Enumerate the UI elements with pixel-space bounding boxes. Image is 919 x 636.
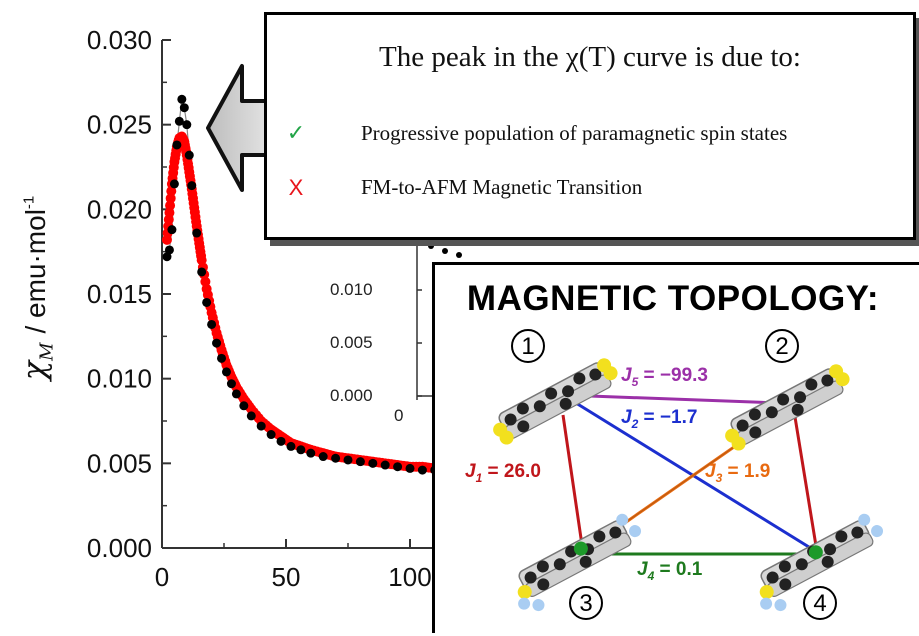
data-point-black xyxy=(405,463,415,473)
molecule-2 xyxy=(725,364,850,451)
data-point-black xyxy=(212,338,222,348)
data-point-black xyxy=(296,445,306,455)
data-point-black xyxy=(164,245,174,255)
y-axis-label: χM / emu·mol-1 xyxy=(15,195,58,381)
data-point-black xyxy=(286,441,296,451)
coupling-line-j2 xyxy=(562,393,818,554)
data-point-black xyxy=(182,120,192,130)
reason-text: Progressive population of paramagnetic s… xyxy=(361,121,788,145)
coupling-line-j1b xyxy=(793,416,819,553)
data-point-black xyxy=(331,453,341,463)
data-point-black xyxy=(184,150,194,160)
inset-data-fragment xyxy=(428,243,462,258)
data-point-black xyxy=(202,297,212,307)
data-point-black xyxy=(179,103,189,113)
data-point-black xyxy=(172,140,182,150)
site-label-2: 2 xyxy=(765,329,799,363)
data-point-red xyxy=(188,197,199,208)
y-tick-label: 0.025 xyxy=(87,110,152,140)
coupling-label-j2: J2 = −1.7 xyxy=(621,407,698,431)
data-point-black xyxy=(246,411,256,421)
data-point-black xyxy=(276,436,286,446)
data-point-red xyxy=(168,162,179,173)
data-point-black xyxy=(266,430,276,440)
y-tick-label: 0.000 xyxy=(87,533,152,563)
data-point-black xyxy=(221,367,231,377)
inset-tick-label: 0.010 xyxy=(330,280,373,299)
site-label-1: 1 xyxy=(511,329,545,363)
data-point-black xyxy=(207,319,217,329)
data-point-black xyxy=(306,448,316,458)
molecule-4 xyxy=(759,513,884,612)
data-point-black xyxy=(177,94,187,104)
topology-diagram xyxy=(493,358,884,612)
data-point-black xyxy=(355,457,365,467)
magnetic-topology-panel: MAGNETIC TOPOLOGY: xyxy=(432,262,919,633)
data-point-red xyxy=(165,200,176,211)
data-point-black xyxy=(393,462,403,472)
data-point-black xyxy=(226,379,236,389)
data-point-black xyxy=(318,452,328,462)
data-point-black xyxy=(380,460,390,470)
data-point-black xyxy=(192,228,202,238)
data-point-red xyxy=(163,214,174,225)
data-point-red xyxy=(200,276,211,287)
reason-text: FM-to-AFM Magnetic Transition xyxy=(361,175,643,199)
site-label-4: 4 xyxy=(803,586,837,620)
coupling-label-j3: J3 = 1.9 xyxy=(705,461,771,485)
data-point-black xyxy=(231,389,241,399)
coupling-label-j1: J1 = 26.0 xyxy=(465,461,541,485)
x-tick-label: 100 xyxy=(388,562,431,592)
data-point-black xyxy=(217,353,227,363)
inset-tick-label: 0.005 xyxy=(330,333,373,352)
data-point-red xyxy=(191,216,202,227)
data-point-black xyxy=(256,421,266,431)
inset-plot xyxy=(416,240,432,400)
data-point-black xyxy=(167,225,177,235)
coupling-label-j5: J5 = −99.3 xyxy=(621,365,708,389)
callout-title: The peak in the χ(T) curve is due to: xyxy=(379,41,801,73)
data-point-red xyxy=(196,250,207,261)
coupling-line-j1 xyxy=(561,414,585,553)
molecule-1 xyxy=(493,358,618,445)
data-point-black xyxy=(343,455,353,465)
y-tick-label: 0.030 xyxy=(87,25,152,55)
data-point-black xyxy=(187,181,197,191)
data-point-black xyxy=(417,465,427,475)
data-point-black xyxy=(368,458,378,468)
x-tick-label: 0 xyxy=(155,562,169,592)
inset-tick-label: 0.000 xyxy=(330,386,373,405)
inset-tick-label: 0 xyxy=(394,406,404,425)
coupling-line-j5 xyxy=(562,393,781,405)
y-tick-label: 0.015 xyxy=(87,279,152,309)
data-point-red xyxy=(165,193,176,204)
coupling-label-j4: J4 = 0.1 xyxy=(637,559,703,583)
check-icon: ✓ xyxy=(286,121,306,146)
data-point-black xyxy=(197,267,207,277)
topology-title: MAGNETIC TOPOLOGY: xyxy=(466,279,880,318)
y-tick-label: 0.020 xyxy=(87,194,152,224)
data-point-black xyxy=(239,401,249,411)
x-tick-label: 50 xyxy=(272,562,301,592)
data-point-red xyxy=(166,186,177,197)
molecule-3 xyxy=(517,513,642,612)
y-tick-label: 0.010 xyxy=(87,364,152,394)
y-tick-label: 0.005 xyxy=(87,448,152,478)
explanation-callout: The peak in the χ(T) curve is due to: ✓ … xyxy=(264,12,916,240)
data-point-black xyxy=(174,116,184,126)
data-point-black xyxy=(162,252,172,262)
site-label-3: 3 xyxy=(569,586,603,620)
cross-icon: X xyxy=(288,175,304,200)
data-point-red xyxy=(183,162,194,173)
data-point-black xyxy=(169,179,179,189)
